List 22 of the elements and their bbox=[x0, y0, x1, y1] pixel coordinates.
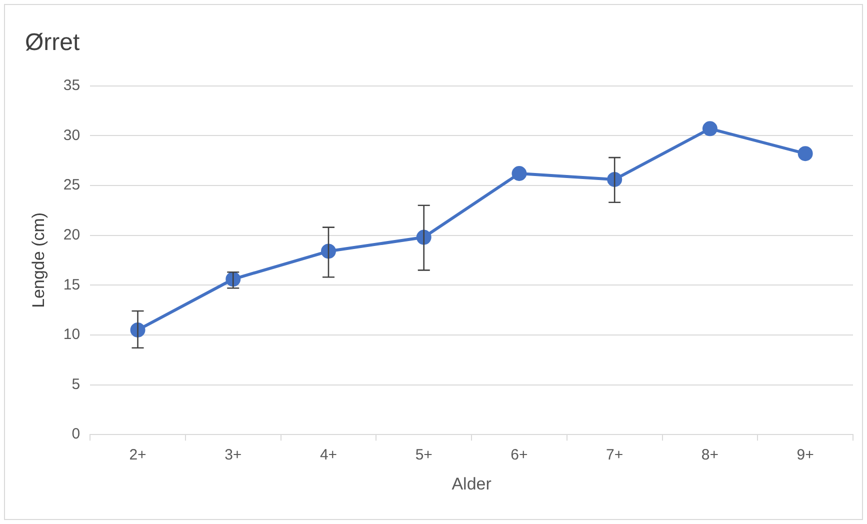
y-tick-label: 5 bbox=[72, 376, 80, 393]
point bbox=[512, 166, 527, 181]
y-tick-label: 15 bbox=[63, 276, 80, 294]
x-tick-label: 3+ bbox=[224, 446, 242, 464]
y-tick-label: 35 bbox=[63, 76, 80, 94]
y-tick-label: 30 bbox=[63, 126, 80, 144]
point bbox=[798, 146, 813, 162]
x-tick-label: 9+ bbox=[796, 446, 814, 464]
x-tick-label: 7+ bbox=[606, 446, 624, 464]
chart-title: Ørret bbox=[25, 29, 80, 56]
x-tick-label: 4+ bbox=[320, 446, 338, 464]
x-tick-label: 2+ bbox=[129, 446, 147, 464]
x-tick-label: 6+ bbox=[510, 446, 528, 464]
point bbox=[702, 121, 718, 136]
y-tick-label: 0 bbox=[72, 426, 80, 443]
y-axis-title: Lengde (cm) bbox=[28, 212, 48, 308]
y-tick-label: 20 bbox=[63, 226, 80, 244]
x-tick-label: 5+ bbox=[415, 446, 433, 464]
x-axis-title: Alder bbox=[452, 474, 492, 494]
y-tick-label: 25 bbox=[63, 176, 80, 194]
x-tick-label: 8+ bbox=[701, 446, 719, 464]
y-tick-label: 10 bbox=[63, 326, 80, 344]
